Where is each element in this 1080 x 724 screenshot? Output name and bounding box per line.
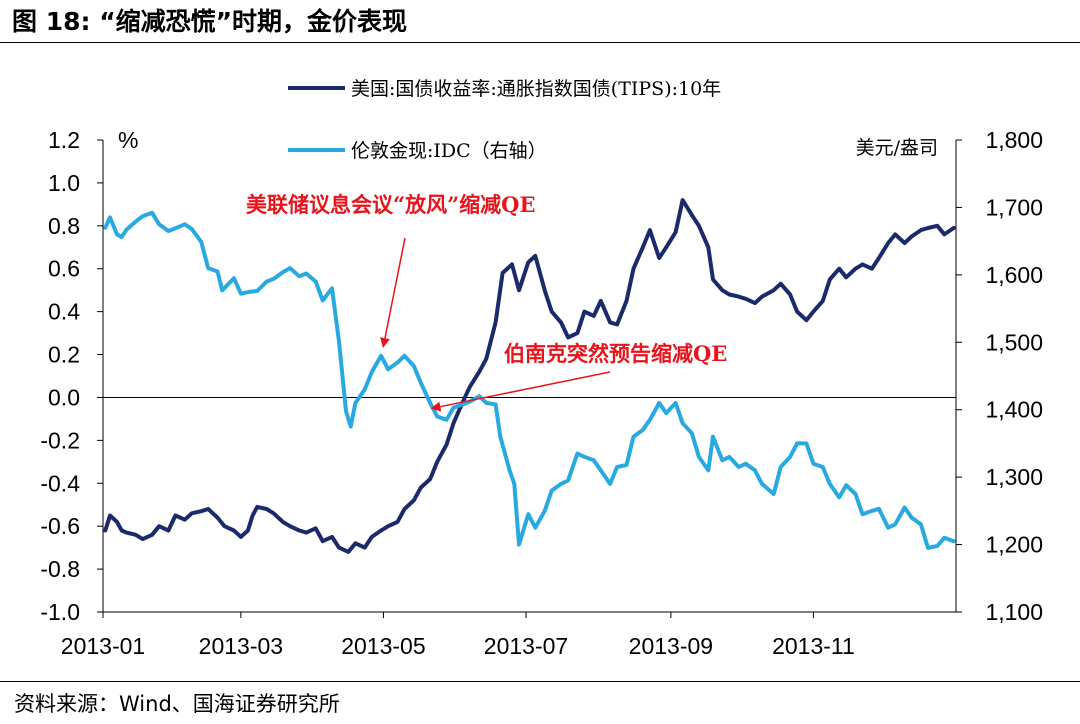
right-tick-label: 1,300 [985,464,1043,490]
right-tick-label: 1,800 [985,127,1043,153]
x-tick-label: 2013-07 [484,633,568,659]
left-tick-label: 1.0 [48,170,80,196]
right-tick-label: 1,600 [985,262,1043,288]
left-tick-label: 0.6 [48,256,80,282]
left-tick-label: 0.4 [48,299,80,325]
right-axis-unit: 美元/盎司 [856,137,938,159]
left-tick-label: -0.2 [40,427,80,453]
figure-title: 图 18: “缩减恐慌”时期，金价表现 [12,7,408,36]
right-tick-label: 1,200 [985,532,1043,558]
annotation-bernanke-text: 伯南克突然预告缩减QE [504,341,727,366]
annotation-bernanke-arrow [430,371,611,412]
series-line-gold-price [103,210,956,550]
left-tick-label: -0.8 [40,556,80,582]
series-group [103,198,956,554]
series-line-tips-yield [103,198,956,554]
x-tick-label: 2013-03 [199,633,283,659]
source-note: 资料来源：Wind、国海证券研究所 [14,692,340,716]
left-tick-label: 0.0 [48,384,80,410]
bottom-rule [0,681,1080,682]
right-tick-label: 1,100 [985,599,1043,625]
left-tick-label: 0.2 [48,342,80,368]
x-tick-label: 2013-11 [772,633,855,659]
right-tick-label: 1,700 [985,194,1043,220]
right-tick-label: 1,400 [985,397,1043,423]
annotation-fomc-text: 美联储议息会议“放风”缩减QE [246,192,535,217]
left-axis-unit: % [118,127,138,153]
x-tick-label: 2013-09 [629,633,713,659]
left-tick-label: -0.4 [40,470,80,496]
left-tick-label: 0.8 [48,213,80,239]
left-tick-label: 1.2 [48,127,80,153]
x-tick-label: 2013-01 [61,633,145,659]
x-tick-label: 2013-05 [341,633,425,659]
legend-label-gold: 伦敦金现:IDC（右轴） [351,140,547,162]
annotations-group: 美联储议息会议“放风”缩减QE 伯南克突然预告缩减QE [246,192,727,412]
left-tick-label: -1.0 [40,599,80,625]
left-tick-label: -0.6 [40,513,80,539]
legend: 美国:国债收益率:通胀指数国债(TIPS):10年 伦敦金现:IDC（右轴） [288,78,721,162]
legend-label-tips: 美国:国债收益率:通胀指数国债(TIPS):10年 [351,78,721,100]
top-rule [0,42,1080,43]
right-tick-label: 1,500 [985,329,1043,355]
annotation-fomc-arrow [380,237,406,348]
axes-group: 1.2 1.0 0.8 0.6 0.4 0.2 0.0 -0.2 -0.4 -0.6 -0.8 -1.… [40,127,1043,659]
